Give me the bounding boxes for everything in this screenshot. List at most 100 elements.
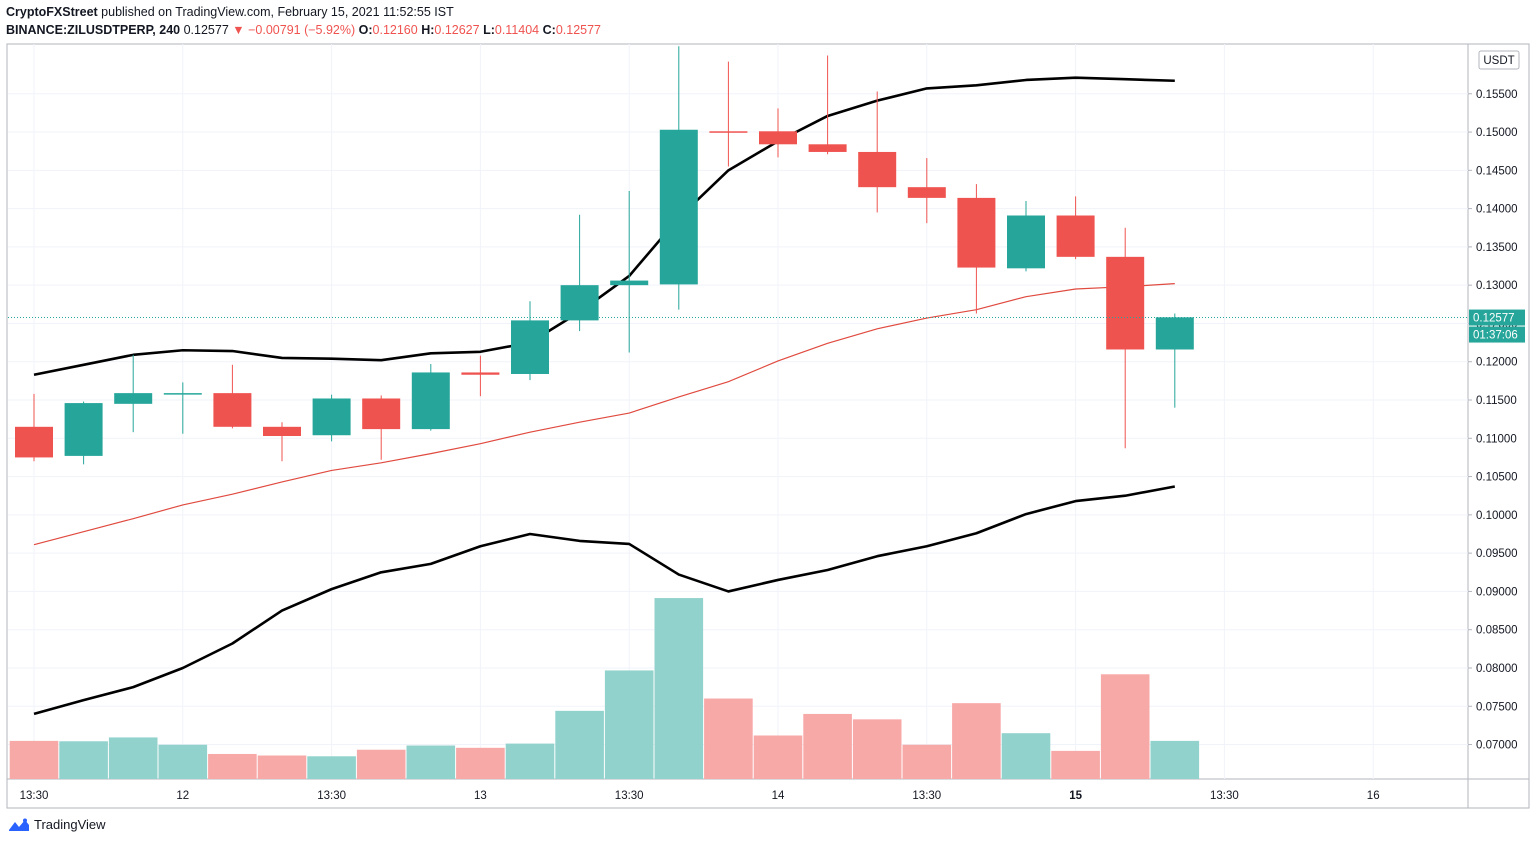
candle-body-down [1106, 256, 1145, 350]
volume-bar [555, 710, 604, 779]
open-value: 0.12160 [372, 23, 418, 37]
candle-body-down [461, 372, 500, 375]
y-tick-label: 0.07500 [1476, 701, 1518, 713]
volume-bar [902, 744, 952, 779]
volume-bar [59, 741, 108, 779]
y-tick-label: 0.11500 [1476, 395, 1517, 407]
candle-body-down [808, 144, 847, 152]
candle-body-up [659, 129, 698, 285]
tradingview-logo-icon [9, 818, 29, 831]
x-tick-label: 13:30 [317, 790, 346, 802]
volume-bar [505, 743, 555, 779]
last-price: 0.12577 [183, 23, 229, 37]
candle-body-up [1007, 215, 1045, 269]
candle-body-down [759, 131, 797, 145]
candle-body-up [411, 372, 450, 430]
volume-bar [406, 745, 456, 779]
volume-bar [704, 698, 753, 779]
publish-line: CryptoFXStreet published on TradingView.… [6, 5, 454, 19]
volume-bar [257, 755, 307, 779]
candle-body-down [907, 187, 946, 198]
y-tick-label: 0.13500 [1476, 242, 1518, 254]
candle-body-up [560, 285, 599, 321]
high-value: 0.12627 [434, 23, 480, 37]
y-tick-label: 0.10000 [1476, 510, 1518, 522]
volume-bar [753, 735, 803, 779]
candle-body-up [511, 320, 549, 374]
volume-bar [803, 713, 852, 779]
volume-bar [1150, 740, 1200, 779]
last-price-tag-label: 0.12577 [1473, 313, 1515, 325]
currency-badge-label: USDT [1483, 55, 1514, 67]
x-tick-label: 12 [176, 790, 189, 802]
candle-body-up [114, 393, 153, 404]
published-text: published on TradingView.com, February 1… [101, 5, 454, 19]
close-label: C: [542, 23, 556, 37]
y-tick-label: 0.07000 [1476, 740, 1518, 752]
candle-body-down [263, 426, 301, 436]
volume-bar [1001, 733, 1051, 779]
y-tick-label: 0.11000 [1476, 433, 1517, 445]
candle-body-up [163, 393, 202, 395]
x-tick-label: 15 [1069, 790, 1082, 802]
y-tick-label: 0.08000 [1476, 663, 1518, 675]
currency-badge [1478, 50, 1520, 70]
legend-line: BINANCE:ZILUSDTPERP, 240 0.12577 ▼ −0.00… [6, 23, 601, 37]
candle-body-down [709, 131, 748, 133]
x-tick-label: 13:30 [615, 790, 644, 802]
countdown-label: 01:37:06 [1473, 330, 1518, 342]
x-tick-label: 14 [772, 790, 785, 802]
volume-bar [852, 719, 902, 779]
y-tick-label: 0.14000 [1476, 204, 1518, 216]
low-value: 0.11404 [494, 23, 540, 37]
x-tick-label: 13:30 [1210, 790, 1239, 802]
tradingview-branding[interactable]: TradingView [8, 817, 106, 832]
volume-bar [1051, 750, 1100, 779]
low-label: L: [483, 23, 495, 37]
tradingview-brand-label: TradingView [34, 817, 106, 832]
volume-bar [456, 747, 505, 779]
author-name[interactable]: CryptoFXStreet [6, 5, 98, 19]
volume-bar [654, 598, 704, 779]
y-tick-label: 0.15500 [1476, 89, 1518, 101]
change-value: ▼ −0.00791 (−5.92%) [232, 23, 356, 37]
x-tick-label: 16 [1367, 790, 1380, 802]
last-price-tag [1469, 309, 1525, 326]
volume-bar [108, 737, 158, 779]
volume-bar [9, 740, 59, 779]
candle-body-down [1056, 215, 1095, 257]
volume-bar [952, 703, 1001, 779]
candle-body-up [64, 403, 103, 456]
volume-bar [158, 744, 208, 779]
candle-body-up [610, 280, 649, 286]
high-label: H: [421, 23, 435, 37]
y-tick-label: 0.15000 [1476, 127, 1518, 139]
x-tick-label: 13 [474, 790, 487, 802]
bollinger-lower-band [33, 485, 1176, 716]
y-tick-label: 0.10500 [1476, 472, 1518, 484]
countdown-tag [1469, 326, 1525, 343]
y-tick-label: 0.13000 [1476, 280, 1518, 292]
candle-body-down [362, 398, 401, 430]
close-value: 0.12577 [555, 23, 602, 37]
y-tick-label: 0.09000 [1476, 586, 1518, 598]
symbol-label[interactable]: BINANCE:ZILUSDTPERP, 240 [6, 23, 181, 37]
candle-body-down [957, 197, 996, 268]
volume-bar [1100, 674, 1150, 779]
candle-body-down [15, 426, 53, 458]
x-tick-label: 13:30 [912, 790, 941, 802]
candle-body-down [213, 393, 252, 427]
bollinger-basis-line [33, 283, 1175, 546]
y-tick-label: 0.14500 [1476, 165, 1518, 177]
volume-bar [604, 670, 654, 779]
bollinger-upper-band [33, 76, 1175, 377]
candle-body-up [1155, 317, 1194, 350]
x-tick-label: 13:30 [20, 790, 49, 802]
y-tick-label: 0.12000 [1476, 357, 1518, 369]
volume-bar [208, 753, 257, 779]
chart-frame [6, 43, 1530, 809]
volume-bar [307, 756, 356, 779]
y-tick-label: 0.08500 [1476, 625, 1518, 637]
volume-bar [356, 749, 406, 779]
